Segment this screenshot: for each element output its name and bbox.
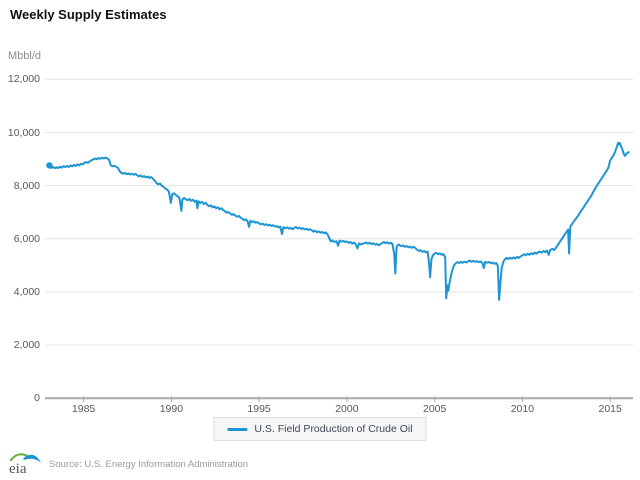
x-tick-label: 1990	[159, 403, 184, 415]
page-title: Weekly Supply Estimates	[10, 7, 167, 22]
legend-item[interactable]: U.S. Field Production of Crude Oil	[213, 417, 427, 441]
footer: eia Source: U.S. Energy Information Admi…	[8, 451, 248, 477]
legend-label: U.S. Field Production of Crude Oil	[254, 423, 413, 435]
series-start-marker	[46, 162, 53, 169]
source-text: Source: U.S. Energy Information Administ…	[49, 458, 249, 470]
production-line-series	[48, 141, 630, 301]
x-tick-label: 2015	[598, 403, 622, 415]
y-tick-label: 4,000	[13, 286, 40, 298]
x-tick-label: 1985	[71, 403, 96, 415]
y-axis-unit-label: Mbbl/d	[8, 50, 42, 62]
y-tick-label: 12,000	[7, 73, 40, 86]
x-tick-label: 1995	[247, 403, 271, 415]
y-tick-label: 10,000	[7, 126, 40, 139]
y-tick-label: 2,000	[13, 339, 40, 352]
y-tick-label: 8,000	[13, 179, 40, 192]
x-tick-label: 2005	[423, 403, 447, 415]
y-tick-label: 0	[34, 392, 40, 405]
x-tick-label: 2010	[510, 403, 535, 415]
x-tick-label: 2000	[335, 403, 359, 415]
legend-line-swatch-icon	[227, 427, 248, 431]
svg-text:eia: eia	[9, 461, 27, 477]
eia-logo-icon: eia	[9, 453, 41, 477]
y-tick-label: 6,000	[13, 232, 40, 245]
